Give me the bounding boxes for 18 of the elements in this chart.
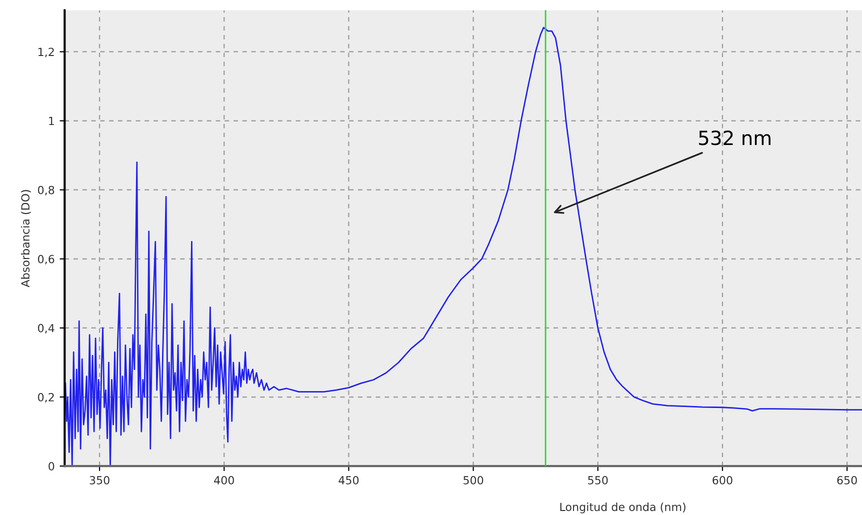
- y-tick-label: 1: [49, 116, 54, 126]
- x-tick-label: 650: [837, 476, 857, 484]
- x-axis-title: Longitud de onda (nm): [560, 502, 686, 514]
- x-tick-label: 400: [214, 476, 234, 484]
- line-series: [64, 26, 862, 466]
- y-tick-label: 0,4: [38, 324, 54, 334]
- y-tick-label: 0,6: [38, 254, 54, 264]
- x-tick-label: 350: [90, 476, 110, 484]
- y-tick-label: 0: [48, 462, 54, 470]
- x-tick-label: 500: [464, 476, 484, 484]
- y-axis-title: Absorbancia (DO): [20, 190, 31, 288]
- y-tick-label: 0,2: [38, 392, 54, 403]
- x-tick-label: 450: [338, 476, 359, 484]
- x-tick-label: 550: [588, 476, 608, 484]
- x-tick-label: 600: [712, 476, 732, 484]
- y-tick-label: 0,8: [38, 186, 54, 196]
- y-tick-label: 1,2: [38, 48, 54, 58]
- annotation: 532 nm: [699, 130, 770, 146]
